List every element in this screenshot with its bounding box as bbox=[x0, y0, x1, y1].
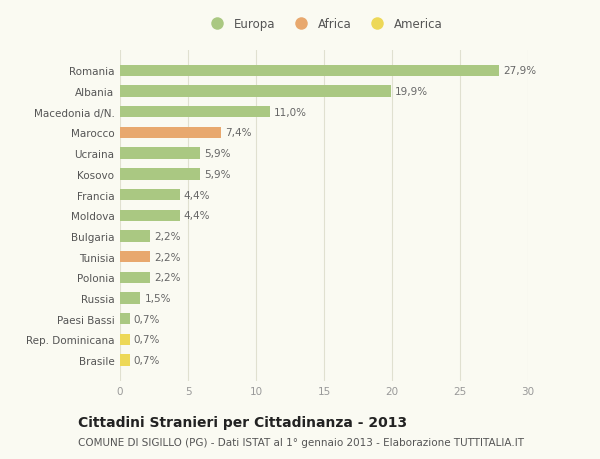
Bar bbox=[120, 190, 180, 201]
Text: 4,4%: 4,4% bbox=[184, 190, 211, 200]
Text: COMUNE DI SIGILLO (PG) - Dati ISTAT al 1° gennaio 2013 - Elaborazione TUTTITALIA: COMUNE DI SIGILLO (PG) - Dati ISTAT al 1… bbox=[78, 437, 524, 447]
Text: 0,7%: 0,7% bbox=[134, 335, 160, 345]
Bar bbox=[120, 148, 200, 159]
Text: 11,0%: 11,0% bbox=[274, 107, 307, 118]
Text: 1,5%: 1,5% bbox=[145, 293, 171, 303]
Bar bbox=[120, 169, 200, 180]
Bar bbox=[120, 355, 130, 366]
Text: 4,4%: 4,4% bbox=[184, 211, 211, 221]
Legend: Europa, Africa, America: Europa, Africa, America bbox=[200, 13, 448, 36]
Bar bbox=[120, 107, 269, 118]
Bar bbox=[120, 66, 499, 77]
Text: 2,2%: 2,2% bbox=[154, 231, 181, 241]
Bar bbox=[120, 128, 221, 139]
Bar bbox=[120, 272, 150, 283]
Bar bbox=[120, 252, 150, 263]
Text: 0,7%: 0,7% bbox=[134, 314, 160, 324]
Bar bbox=[120, 231, 150, 242]
Bar bbox=[120, 86, 391, 97]
Text: 2,2%: 2,2% bbox=[154, 273, 181, 283]
Bar bbox=[120, 313, 130, 325]
Text: 27,9%: 27,9% bbox=[503, 66, 536, 76]
Bar bbox=[120, 334, 130, 345]
Text: 0,7%: 0,7% bbox=[134, 355, 160, 365]
Text: 2,2%: 2,2% bbox=[154, 252, 181, 262]
Bar bbox=[120, 210, 180, 221]
Text: Cittadini Stranieri per Cittadinanza - 2013: Cittadini Stranieri per Cittadinanza - 2… bbox=[78, 415, 407, 429]
Text: 7,4%: 7,4% bbox=[225, 128, 251, 138]
Bar bbox=[120, 293, 140, 304]
Text: 5,9%: 5,9% bbox=[205, 149, 231, 159]
Text: 5,9%: 5,9% bbox=[205, 169, 231, 179]
Text: 19,9%: 19,9% bbox=[395, 87, 428, 97]
